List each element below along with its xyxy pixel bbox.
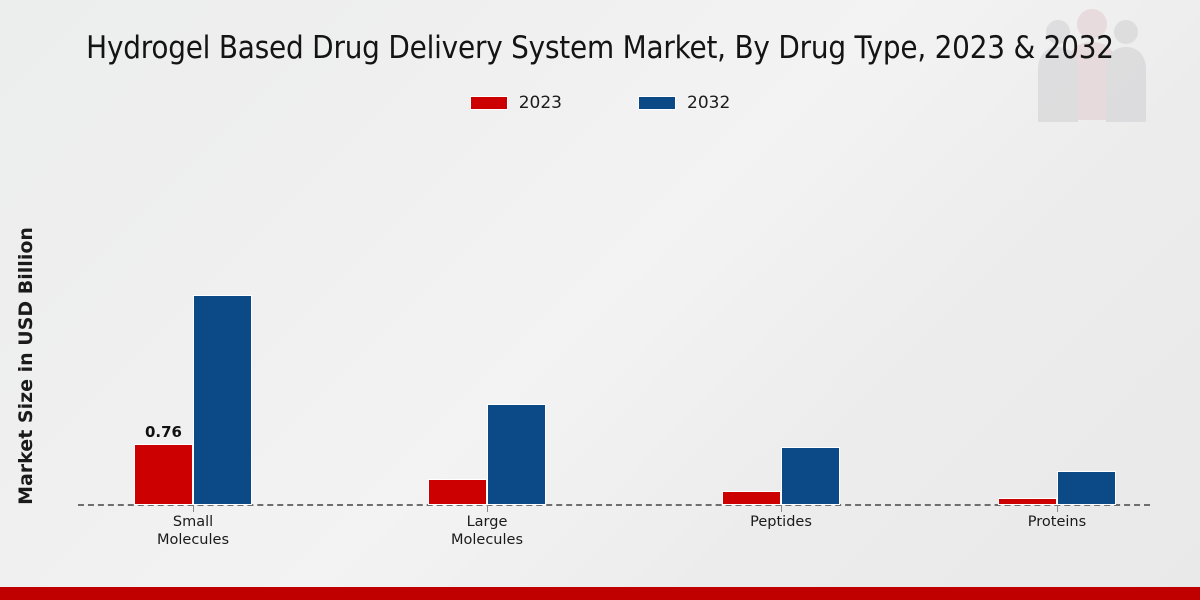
chart-legend: 2023 2032 <box>0 93 1200 113</box>
bar-peptides-2032[interactable] <box>781 447 840 505</box>
bar-proteins-2032[interactable] <box>1057 471 1116 505</box>
legend-label-2032: 2032 <box>687 93 731 113</box>
bar-large-molecules-2023[interactable] <box>428 479 487 505</box>
legend-swatch-2023 <box>469 96 508 110</box>
bar-proteins-2023[interactable] <box>998 497 1057 505</box>
x-axis-label-large-molecules: Large Molecules <box>451 514 523 548</box>
bar-peptides-2023[interactable] <box>722 491 781 505</box>
chart-title: Hydrogel Based Drug Delivery System Mark… <box>86 30 1114 66</box>
bar-small-molecules-2023[interactable] <box>134 444 193 505</box>
x-axis-tick-0 <box>193 505 194 512</box>
x-axis-tick-2 <box>781 505 782 512</box>
x-axis-label-small-molecules: Small Molecules <box>157 514 229 548</box>
legend-label-2023: 2023 <box>518 93 562 113</box>
x-axis-baseline <box>78 504 1150 506</box>
x-axis-tick-3 <box>1057 505 1058 512</box>
x-axis-tick-1 <box>487 505 488 512</box>
bar-value-label-small-molecules-2023: 0.76 <box>144 423 182 442</box>
x-axis-label-proteins: Proteins <box>1027 514 1087 530</box>
legend-item-2023[interactable]: 2023 <box>469 93 562 113</box>
legend-swatch-2032 <box>638 96 676 110</box>
bar-large-molecules-2032[interactable] <box>487 403 546 505</box>
bar-small-molecules-2032[interactable] <box>193 294 252 505</box>
x-axis-label-peptides: Peptides <box>750 514 812 530</box>
footer-accent-bar <box>0 587 1200 600</box>
legend-item-2032[interactable]: 2032 <box>638 93 730 113</box>
